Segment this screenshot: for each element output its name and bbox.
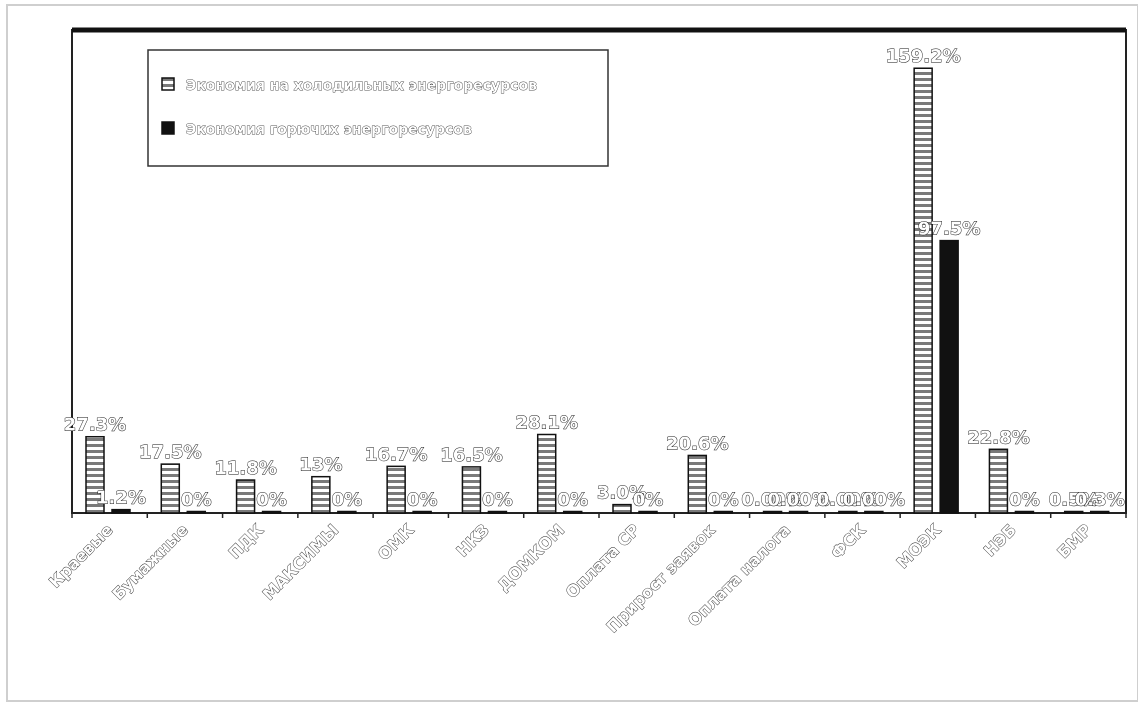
data-label-series-1-1: 17.5% <box>139 442 201 463</box>
data-label-series-2-12: 0% <box>1009 490 1040 511</box>
x-tick-label-10: ФСК <box>827 520 869 562</box>
legend: Экономия на холодильных энергоресурсов Э… <box>147 49 609 167</box>
bar-series-1-4 <box>386 465 406 514</box>
data-label-series-1-7: 3.0% <box>597 483 647 504</box>
data-label-series-1-2: 11.8% <box>214 458 276 479</box>
data-label-series-1-13: 0.5% <box>1049 490 1099 511</box>
bar-series-2-6 <box>562 510 583 514</box>
bar-series-1-2 <box>235 479 256 514</box>
data-label-series-1-8: 20.6% <box>666 433 728 454</box>
data-label-series-2-9: 0.00% <box>767 490 829 511</box>
bar-series-2-10 <box>864 510 884 514</box>
bar-series-2-12 <box>1014 510 1035 514</box>
data-label-series-2-13: 0.3% <box>1075 490 1125 511</box>
bar-series-2-3 <box>337 510 357 514</box>
data-label-series-1-6: 28.1% <box>515 412 577 433</box>
bar-series-2-11 <box>939 239 959 514</box>
data-label-series-2-11: 97.5% <box>918 219 980 240</box>
bars-layer <box>85 67 1110 514</box>
x-tick-label-3: МАКСИМЫ <box>259 520 342 603</box>
data-label-series-1-4: 16.7% <box>365 444 427 465</box>
bar-series-1-13 <box>1063 510 1084 514</box>
legend-swatch-series-2 <box>161 121 175 135</box>
bar-series-1-7 <box>612 503 632 514</box>
bar-series-1-9 <box>762 510 783 514</box>
data-label-series-1-5: 16.5% <box>440 445 502 466</box>
x-tick-label-1: Бумажные <box>108 520 191 603</box>
data-label-series-1-10: 0.00% <box>817 490 879 511</box>
data-label-series-2-3: 0% <box>332 490 363 511</box>
bar-series-1-3 <box>311 475 331 514</box>
data-label-series-1-9: 0.00% <box>741 490 803 511</box>
data-label-series-1-12: 22.8% <box>967 427 1029 448</box>
x-tick-label-5: НКЗ <box>453 520 493 560</box>
data-label-series-2-6: 0% <box>557 490 588 511</box>
legend-label-series-1: Экономия на холодильных энергоресурсов <box>186 78 537 94</box>
data-label-series-2-5: 0% <box>482 490 513 511</box>
bar-series-1-12 <box>988 448 1009 514</box>
bar-series-1-8 <box>687 454 708 514</box>
bar-series-1-1 <box>160 463 181 514</box>
bar-series-1-0 <box>85 435 105 514</box>
legend-swatch-series-1 <box>161 77 175 91</box>
bar-series-2-5 <box>487 510 508 514</box>
bar-series-2-7 <box>638 510 658 514</box>
x-tick-label-0: Краевые <box>45 520 116 591</box>
bar-series-1-5 <box>461 466 482 514</box>
x-tick-label-7: Оплата СР <box>562 520 644 602</box>
data-label-series-1-11: 159.2% <box>886 46 961 67</box>
data-label-series-2-4: 0% <box>407 490 438 511</box>
data-label-series-2-7: 0% <box>633 490 664 511</box>
chart-frame <box>6 4 1138 702</box>
bar-series-2-9 <box>788 510 809 514</box>
bar-series-2-13 <box>1089 510 1110 514</box>
bar-series-1-6 <box>536 433 557 514</box>
data-label-series-2-1: 0% <box>181 490 212 511</box>
bar-series-2-8 <box>713 510 734 514</box>
data-label-series-1-0: 27.3% <box>64 415 126 436</box>
legend-box <box>147 49 609 167</box>
x-tick-label-11: МОЭК <box>893 520 945 572</box>
x-tick-label-6: ДОМКОМ <box>494 520 569 595</box>
bar-series-2-4 <box>412 510 432 514</box>
x-tick-label-12: НЭБ <box>980 520 1020 560</box>
bar-series-2-1 <box>186 510 207 514</box>
x-tick-label-4: ОМК <box>374 520 418 564</box>
bar-series-1-11 <box>913 67 933 514</box>
bar-labels-layer: 27.3%1.2%17.5%0%11.8%0%13%0%16.7%0%16.5%… <box>63 46 1125 511</box>
x-tick-label-13: БМР <box>1054 520 1096 562</box>
bar-series-2-2 <box>261 510 282 514</box>
bar-series-2-0 <box>111 508 131 514</box>
data-label-series-2-0: 1.2% <box>96 488 146 509</box>
data-label-series-2-10: 0.00% <box>843 490 905 511</box>
legend-label-series-2: Экономия горючих энергоресурсов <box>186 122 472 138</box>
data-label-series-2-2: 0% <box>256 490 287 511</box>
data-label-series-1-3: 13% <box>299 455 342 476</box>
x-tick-label-2: ПДК <box>225 520 267 562</box>
bar-series-1-10 <box>838 510 858 514</box>
data-label-series-2-8: 0% <box>708 490 739 511</box>
